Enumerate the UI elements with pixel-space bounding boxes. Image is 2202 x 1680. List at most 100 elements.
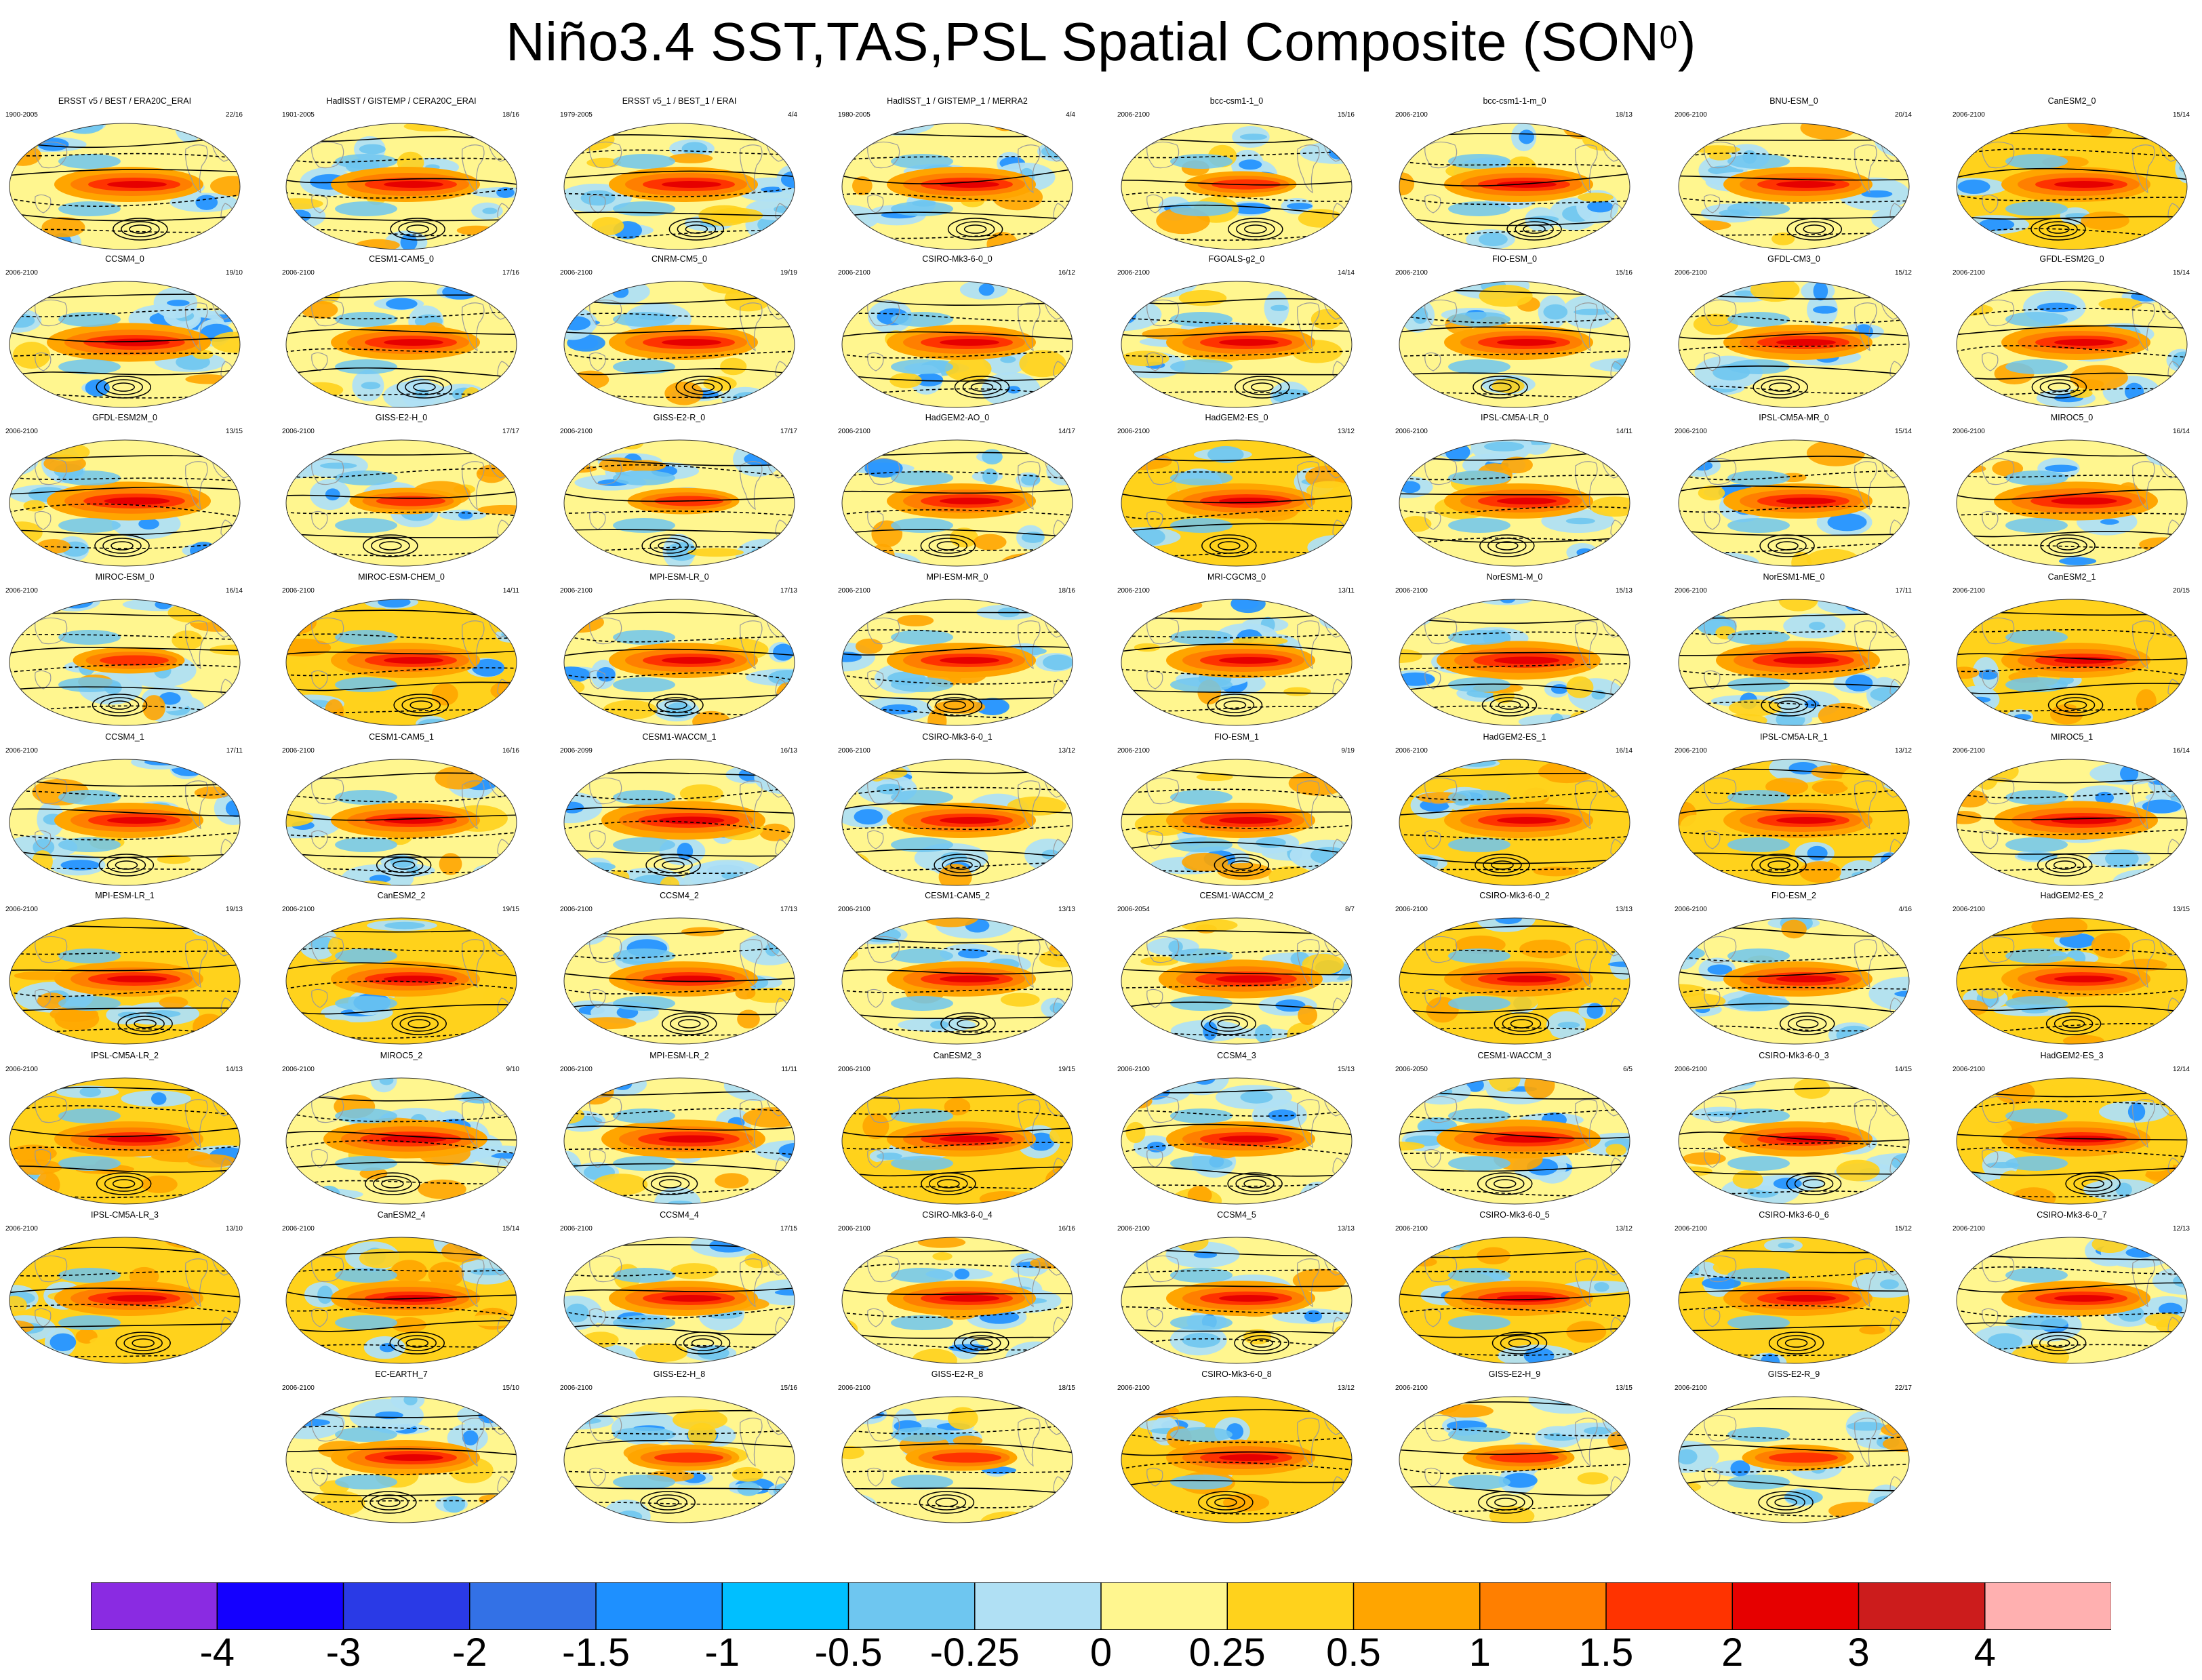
panel-event-count: 15/13 [1337, 1066, 1355, 1073]
robinson-map [1956, 917, 2188, 1045]
panel-title: CCSM4_0 [105, 254, 144, 264]
panel-event-count: 4/16 [1898, 906, 1912, 913]
panel-title: IPSL-CM5A-LR_1 [1759, 732, 1828, 742]
map-panel: ERSST v5 / BEST / ERA20C_ERAI 1900-2005 22… [3, 95, 247, 252]
panel-event-count: 13/12 [1894, 747, 1912, 755]
robinson-map [285, 1077, 517, 1205]
panel-event-count: 15/14 [1894, 428, 1912, 435]
panel-years: 2006-2100 [282, 906, 315, 913]
robinson-map [563, 1396, 795, 1523]
panel-title: GISS-E2-H_9 [1488, 1369, 1541, 1379]
map-panel: bcc-csm1-1-m_0 2006-2100 18/13 [1393, 95, 1637, 252]
panel-years: 2006-2100 [1953, 587, 1985, 595]
panel-title: CSIRO-Mk3-6-0_0 [922, 254, 993, 264]
panel-event-count: 15/16 [1337, 111, 1355, 119]
panel-event-count: 15/14 [2172, 111, 2190, 119]
panel-title: GISS-E2-H_0 [375, 413, 428, 422]
map-panel: MIROC5_0 2006-2100 16/14 [1950, 412, 2194, 569]
map-panel: ERSST v5_1 / BEST_1 / ERAI 1979-2005 4/4 [557, 95, 801, 252]
panel-years: 2006-2100 [560, 1066, 593, 1073]
panel-title: CanESM2_1 [2047, 572, 2096, 582]
panel-years: 2006-2100 [838, 269, 870, 277]
robinson-map [285, 1396, 517, 1523]
panel-years: 2006-2100 [282, 747, 315, 755]
panel-event-count: 19/15 [502, 906, 519, 913]
robinson-map [841, 1237, 1073, 1364]
robinson-map [1956, 439, 2188, 567]
map-panel: HadGEM2-ES_2 2006-2100 13/15 [1950, 889, 2194, 1047]
map-panel: CESM1-WACCM_1 2006-2099 16/13 [557, 731, 801, 888]
panel-event-count: 17/16 [502, 269, 519, 277]
panel-event-count: 18/15 [1058, 1384, 1075, 1392]
panel-event-count: 17/11 [1895, 587, 1912, 595]
robinson-map [1956, 123, 2188, 250]
panel-event-count: 13/15 [2172, 906, 2190, 913]
panel-event-count: 15/16 [1615, 269, 1633, 277]
panel-years: 2006-2100 [5, 269, 38, 277]
robinson-map [841, 917, 1073, 1045]
robinson-map [1678, 1396, 1910, 1523]
panel-event-count: 9/19 [1341, 747, 1355, 755]
panel-years: 2006-2100 [838, 1066, 870, 1073]
panel-title: FIO-ESM_0 [1492, 254, 1537, 264]
robinson-map [1399, 281, 1630, 408]
title-superscript: 0 [1659, 20, 1678, 56]
panel-title: NorESM1-ME_0 [1763, 572, 1825, 582]
map-panel: CSIRO-Mk3-6-0_8 2006-2100 13/12 [1115, 1368, 1359, 1525]
panel-years: 2006-2100 [560, 587, 593, 595]
panel-title: IPSL-CM5A-MR_0 [1759, 413, 1829, 422]
robinson-map [1399, 1077, 1630, 1205]
panel-event-count: 16/14 [2172, 428, 2190, 435]
panel-title: EC-EARTH_7 [375, 1369, 428, 1379]
panel-years: 2006-2100 [5, 906, 38, 913]
panel-years: 2006-2100 [560, 1225, 593, 1233]
map-panel: CCSM4_5 2006-2100 13/13 [1115, 1209, 1359, 1366]
panel-title: CCSM4_1 [105, 732, 144, 742]
map-panel: CESM1-CAM5_2 2006-2100 13/13 [835, 889, 1079, 1047]
panel-event-count: 12/13 [2172, 1225, 2190, 1233]
panel-years: 2006-2100 [838, 428, 870, 435]
panel-title: FIO-ESM_2 [1771, 891, 1816, 900]
panel-event-count: 11/11 [781, 1066, 797, 1073]
map-panel: GISS-E2-H_9 2006-2100 13/15 [1393, 1368, 1637, 1525]
map-panel: CSIRO-Mk3-6-0_3 2006-2100 14/15 [1672, 1049, 1916, 1207]
panel-years: 2006-2100 [5, 428, 38, 435]
panel-title: HadISST_1 / GISTEMP_1 / MERRA2 [887, 96, 1028, 106]
map-panel: bcc-csm1-1_0 2006-2100 15/16 [1115, 95, 1359, 252]
panel-title: HadISST / GISTEMP / CERA20C_ERAI [326, 96, 477, 106]
map-panel: CESM1-CAM5_0 2006-2100 17/16 [279, 253, 523, 410]
colorbar-tick-label: 1.5 [1578, 1631, 1634, 1675]
panel-title: CESM1-CAM5_1 [369, 732, 434, 742]
robinson-map [1956, 1237, 2188, 1364]
robinson-map [841, 1077, 1073, 1205]
colorbar-swatch [721, 1582, 849, 1630]
robinson-map [1399, 599, 1630, 726]
panel-event-count: 15/10 [502, 1384, 519, 1392]
panel-event-count: 13/12 [1337, 1384, 1355, 1392]
panel-event-count: 17/17 [502, 428, 519, 435]
panel-title: bcc-csm1-1-m_0 [1483, 96, 1546, 106]
panel-event-count: 13/11 [1338, 587, 1355, 595]
map-panel: FIO-ESM_2 2006-2100 4/16 [1672, 889, 1916, 1047]
panel-years: 2006-2100 [5, 747, 38, 755]
colorbar-swatch [1605, 1582, 1734, 1630]
colorbar-tick-label: 0.5 [1326, 1631, 1381, 1675]
map-panel: CESM1-CAM5_1 2006-2100 16/16 [279, 731, 523, 888]
robinson-map [1399, 123, 1630, 250]
panel-years: 2006-2100 [560, 1384, 593, 1392]
panel-years: 2006-2100 [1675, 906, 1707, 913]
panel-title: CESM1-WACCM_3 [1477, 1051, 1552, 1060]
map-panel: FGOALS-g2_0 2006-2100 14/14 [1115, 253, 1359, 410]
map-panel: HadISST_1 / GISTEMP_1 / MERRA2 1980-2005 4… [835, 95, 1079, 252]
robinson-map [9, 1077, 241, 1205]
robinson-map [9, 281, 241, 408]
panel-years: 1979-2005 [560, 111, 593, 119]
colorbar-tick-label: -1.5 [562, 1631, 630, 1675]
robinson-map [285, 599, 517, 726]
robinson-map [1956, 281, 2188, 408]
panel-title: CSIRO-Mk3-6-0_4 [922, 1210, 993, 1220]
panel-event-count: 13/10 [225, 1225, 243, 1233]
colorbar-swatch [1226, 1582, 1355, 1630]
panel-title: MIROC5_2 [380, 1051, 423, 1060]
panel-years: 2006-2054 [1117, 906, 1150, 913]
